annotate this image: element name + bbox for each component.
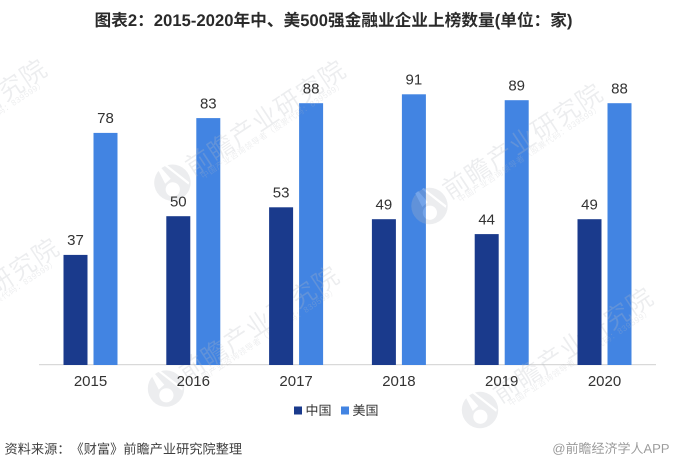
svg-text:89: 89: [508, 77, 525, 94]
svg-text:2016: 2016: [177, 373, 210, 390]
svg-text:37: 37: [67, 232, 84, 249]
svg-text:49: 49: [376, 196, 393, 213]
svg-text:88: 88: [303, 80, 320, 97]
svg-text:50: 50: [170, 193, 187, 210]
svg-text:91: 91: [406, 72, 423, 89]
svg-text:88: 88: [611, 80, 628, 97]
svg-text:2019: 2019: [485, 373, 518, 390]
svg-text:83: 83: [200, 95, 217, 112]
svg-text:2018: 2018: [382, 373, 415, 390]
svg-text:78: 78: [97, 110, 114, 127]
svg-text:49: 49: [581, 196, 598, 213]
svg-text:44: 44: [478, 211, 495, 228]
svg-text:2015: 2015: [74, 373, 107, 390]
svg-text:2017: 2017: [279, 373, 312, 390]
svg-text:2020: 2020: [588, 373, 621, 390]
svg-text:53: 53: [273, 185, 290, 202]
